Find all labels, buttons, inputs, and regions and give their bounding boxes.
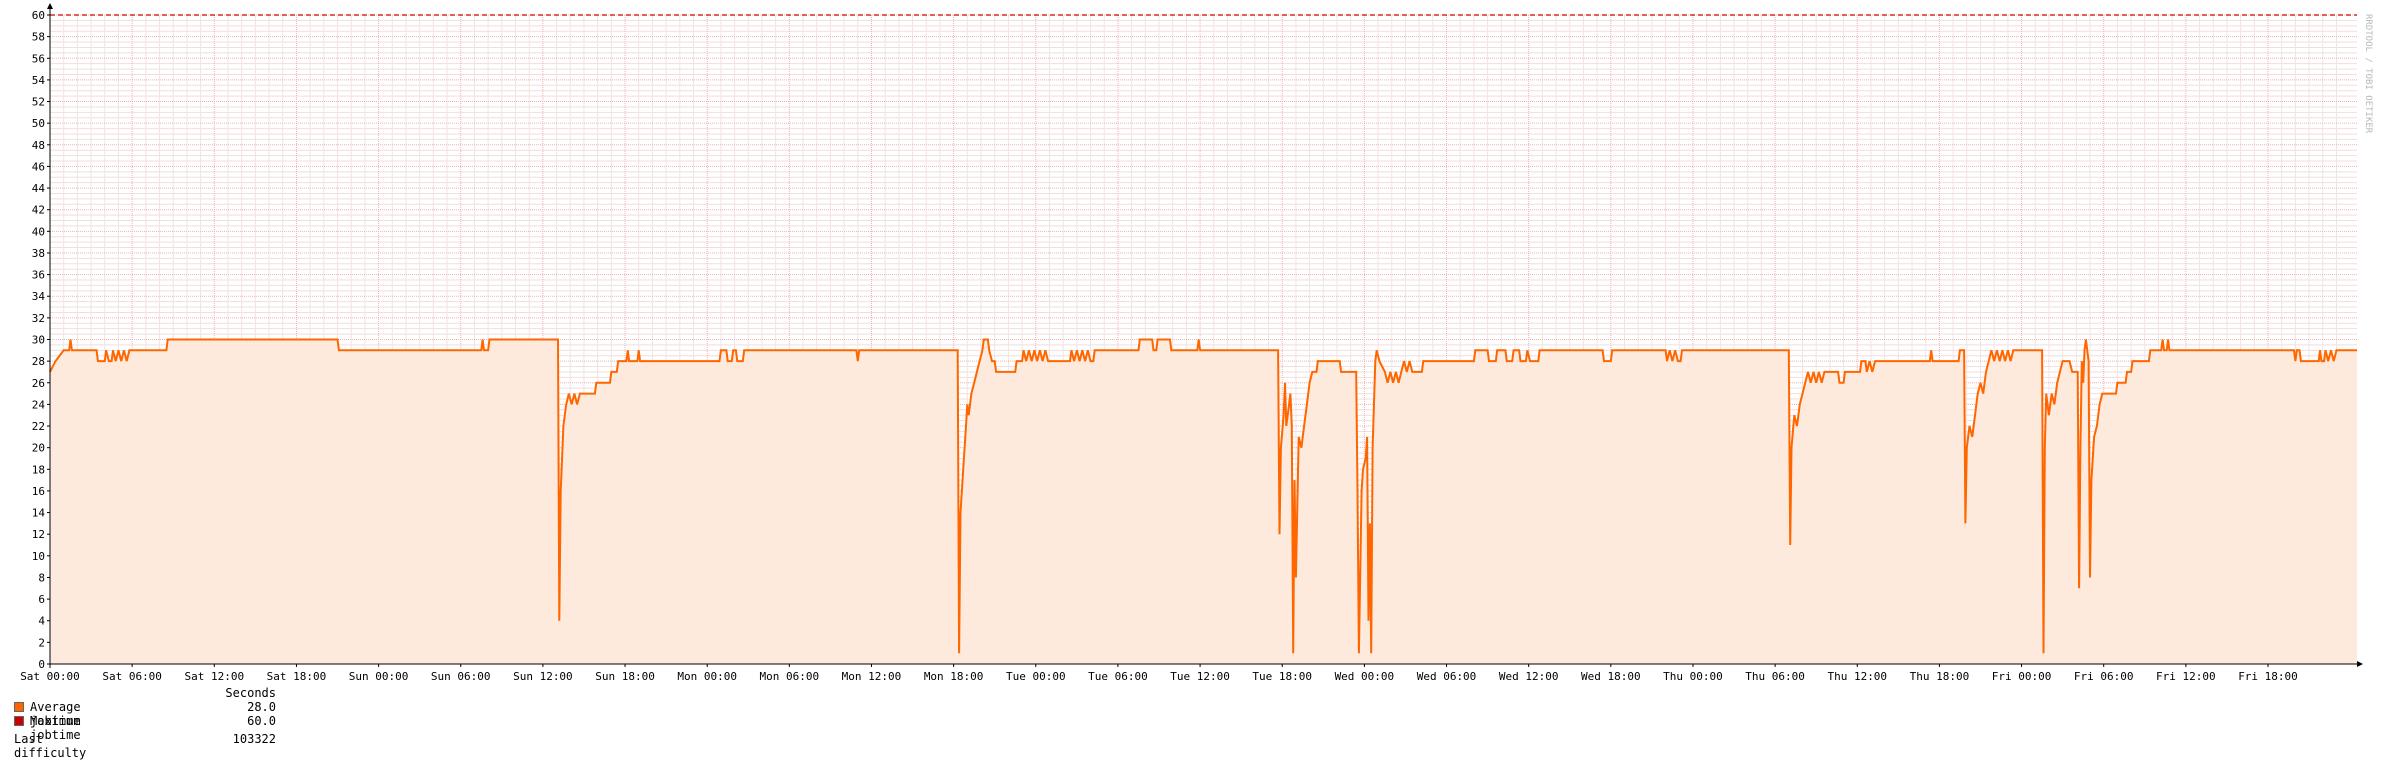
x-tick-label: Thu 06:00 [1745, 670, 1805, 680]
y-tick-label: 46 [32, 160, 45, 173]
y-tick-label: 24 [32, 398, 46, 411]
x-tick-label: Sat 00:00 [20, 670, 80, 680]
y-axis-arrow [47, 3, 53, 9]
y-tick-label: 14 [32, 507, 46, 520]
y-tick-label: 40 [32, 225, 45, 238]
y-tick-label: 32 [32, 312, 45, 325]
x-tick-label: Sat 18:00 [267, 670, 327, 680]
x-tick-label: Thu 12:00 [1827, 670, 1887, 680]
x-tick-label: Wed 06:00 [1417, 670, 1477, 680]
y-tick-labels: 0246810121416182022242628303234363840424… [32, 9, 46, 671]
y-tick-label: 18 [32, 463, 45, 476]
x-tick-label: Thu 00:00 [1663, 670, 1723, 680]
y-tick-label: 34 [32, 290, 46, 303]
y-tick-label: 38 [32, 247, 45, 260]
y-tick-label: 6 [38, 593, 45, 606]
y-tick-label: 56 [32, 52, 45, 65]
legend-value: 60.0 [247, 714, 276, 728]
y-tick-label: 28 [32, 355, 45, 368]
y-tick-label: 20 [32, 442, 45, 455]
x-tick-label: Mon 00:00 [677, 670, 737, 680]
average-jobtime-line [49, 338, 2357, 654]
x-tick-label: Wed 12:00 [1499, 670, 1559, 680]
x-tick-label: Fri 18:00 [2238, 670, 2298, 680]
x-tick-label: Sun 12:00 [513, 670, 573, 680]
y-tick-label: 2 [38, 636, 45, 649]
average-jobtime-area [50, 339, 2357, 664]
y-tick-label: 60 [32, 9, 45, 22]
x-tick-label: Sun 18:00 [595, 670, 655, 680]
x-tick-label: Fri 12:00 [2156, 670, 2216, 680]
y-tick-label: 48 [32, 139, 45, 152]
x-tick-label: Wed 18:00 [1581, 670, 1641, 680]
y-tick-label: 26 [32, 377, 45, 390]
legend-unit-label: Seconds [225, 686, 276, 700]
x-tick-label: Tue 12:00 [1170, 670, 1230, 680]
y-tick-label: 44 [32, 182, 46, 195]
x-tick-label: Wed 00:00 [1335, 670, 1395, 680]
y-tick-label: 58 [32, 31, 45, 44]
jobtime-chart: 0246810121416182022242628303234363840424… [20, 3, 2373, 680]
y-tick-label: 50 [32, 117, 45, 130]
x-tick-label: Mon 18:00 [924, 670, 984, 680]
x-tick-label: Mon 12:00 [842, 670, 902, 680]
y-tick-label: 52 [32, 96, 45, 109]
x-tick-label: Fri 06:00 [2074, 670, 2134, 680]
x-tick-label: Sat 06:00 [102, 670, 162, 680]
x-tick-label: Sat 12:00 [184, 670, 244, 680]
x-tick-label: Thu 18:00 [1910, 670, 1970, 680]
y-tick-label: 42 [32, 204, 45, 217]
y-tick-label: 10 [32, 550, 45, 563]
difficulty-label: Last difficulty [14, 732, 87, 760]
x-tick-label: Tue 06:00 [1088, 670, 1148, 680]
legend-value: 28.0 [247, 700, 276, 714]
rrdtool-watermark: RRDTOOL / TOBI OETIKER [2363, 14, 2373, 134]
x-tick-label: Sun 00:00 [349, 670, 409, 680]
x-axis-arrow [2357, 661, 2363, 667]
x-tick-labels: Sat 00:00 Sat 06:00 Sat 12:00 Sat 18:00 Sun … [20, 670, 2298, 680]
y-tick-label: 0 [38, 658, 45, 671]
x-tick-label: Fri 00:00 [1992, 670, 2052, 680]
y-tick-label: 4 [38, 615, 45, 628]
x-tick-label: Mon 06:00 [760, 670, 820, 680]
axes [47, 3, 2363, 668]
legend-label: Average jobtime [30, 700, 81, 728]
y-tick-label: 54 [32, 74, 46, 87]
y-tick-label: 12 [32, 528, 45, 541]
y-tick-label: 22 [32, 420, 45, 433]
y-tick-label: 8 [38, 571, 45, 584]
y-tick-label: 30 [32, 334, 45, 347]
x-tick-label: Tue 18:00 [1252, 670, 1312, 680]
legend-label: Maximum jobtime [30, 714, 81, 742]
difficulty-value: 103322 [232, 732, 276, 746]
average-swatch [14, 702, 24, 712]
y-tick-label: 16 [32, 485, 45, 498]
x-tick-label: Sun 06:00 [431, 670, 491, 680]
maximum-swatch [14, 716, 24, 726]
y-tick-label: 36 [32, 269, 45, 282]
x-tick-label: Tue 00:00 [1006, 670, 1066, 680]
